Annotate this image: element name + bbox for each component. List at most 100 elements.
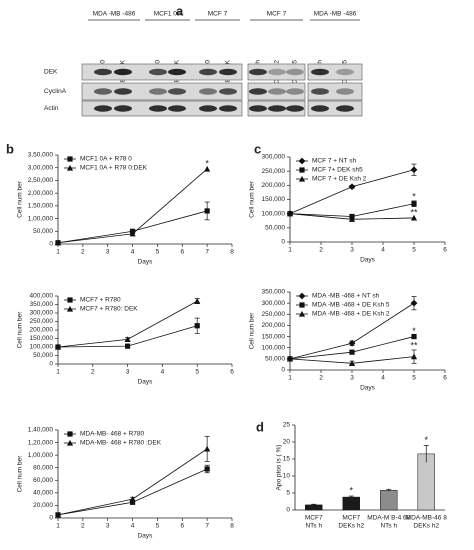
marker xyxy=(411,201,417,207)
legend-marker xyxy=(298,157,306,165)
x-tick-label: 5 xyxy=(412,247,416,254)
group-label: MDA -MB -486 xyxy=(314,11,357,18)
significance: * xyxy=(349,485,353,495)
series-line xyxy=(57,210,208,244)
band xyxy=(336,68,354,76)
x-tick-label: 6 xyxy=(443,247,447,254)
y-tick-label: 150,000 xyxy=(262,196,286,203)
x-tick-label: NTs h xyxy=(305,523,322,530)
x-tick-label: 6 xyxy=(443,375,447,382)
y-tick-label: 15 xyxy=(283,456,291,463)
band xyxy=(114,105,132,112)
y-axis-label: Cell num ber xyxy=(17,180,24,218)
y-tick-label: 350,000 xyxy=(30,301,54,308)
band xyxy=(268,68,286,76)
y-tick-label: 100,000 xyxy=(262,210,286,217)
band xyxy=(149,88,167,95)
legend-marker xyxy=(298,292,306,300)
marker xyxy=(286,210,294,217)
blot-strip xyxy=(307,63,363,81)
marker xyxy=(194,323,200,329)
panel-letter: a xyxy=(176,3,184,18)
legend-marker xyxy=(299,302,305,308)
band xyxy=(199,88,217,95)
group-label: MDA -MB -486 xyxy=(93,11,136,18)
x-tick-label: 8 xyxy=(230,249,234,256)
marker xyxy=(410,166,418,174)
x-tick-label: 3 xyxy=(106,523,110,530)
band xyxy=(249,105,267,112)
marker xyxy=(204,445,211,452)
x-axis-label: Days xyxy=(138,379,154,386)
y-tick-label: 300,000 xyxy=(262,154,286,161)
band xyxy=(268,88,286,95)
x-tick-label: 2 xyxy=(91,369,95,376)
band xyxy=(249,68,267,76)
marker xyxy=(410,299,418,307)
y-tick-label: 3,00,000 xyxy=(28,164,54,171)
bar xyxy=(342,496,360,511)
legend-label: MCF 7 + NT sh xyxy=(312,158,357,165)
row-label: DEK xyxy=(44,69,58,76)
band xyxy=(149,105,167,112)
band xyxy=(114,88,132,95)
legend-marker xyxy=(298,175,306,182)
y-tick-label: 250,000 xyxy=(262,311,286,318)
x-tick-label: 1 xyxy=(288,375,292,382)
band xyxy=(149,68,167,76)
y-tick-label: 300,000 xyxy=(30,310,54,317)
band xyxy=(168,68,186,76)
x-tick-label: 6 xyxy=(180,249,184,256)
bar xyxy=(305,504,323,511)
band xyxy=(268,105,286,112)
y-tick-label: 100,000 xyxy=(262,344,286,351)
x-tick-label: MDA-M B-4 68 xyxy=(367,515,410,522)
marker xyxy=(410,353,418,360)
x-tick-label: 1 xyxy=(56,369,60,376)
panel-letter: d xyxy=(256,419,264,434)
y-tick-label: 60,000 xyxy=(33,477,53,484)
y-tick-label: 3,50,000 xyxy=(28,152,54,159)
y-tick-label: 0 xyxy=(49,515,53,522)
x-tick-label: 1 xyxy=(288,247,292,254)
significance: * xyxy=(205,158,209,168)
band xyxy=(168,105,186,112)
y-tick-label: 0 xyxy=(49,241,53,248)
y-tick-label: 0 xyxy=(286,507,290,514)
legend-label: MDA -MB -468 + DE Ksh 5 xyxy=(312,302,390,309)
y-tick-label: 250,000 xyxy=(30,318,54,325)
legend-marker xyxy=(66,305,74,312)
band xyxy=(249,88,267,95)
y-tick-label: 1,50,000 xyxy=(28,203,54,210)
band xyxy=(199,68,217,76)
significance: * xyxy=(424,435,428,445)
x-tick-label: 3 xyxy=(106,249,110,256)
band xyxy=(336,88,354,95)
x-tick-label: 3 xyxy=(350,375,354,382)
marker xyxy=(54,511,62,518)
y-tick-label: 200,000 xyxy=(30,327,54,334)
legend-marker xyxy=(298,310,306,317)
y-tick-label: 350,000 xyxy=(262,289,286,296)
significance: * xyxy=(412,326,416,336)
x-tick-label: 7 xyxy=(205,523,209,530)
blot-strip xyxy=(307,82,363,101)
band xyxy=(94,68,112,76)
legend-marker xyxy=(67,297,73,303)
legend-label: MDA-MB- 468 + R780 xyxy=(80,431,145,438)
band xyxy=(219,105,237,112)
series-line xyxy=(57,468,208,516)
x-tick-label: 3 xyxy=(350,247,354,254)
legend-marker xyxy=(66,164,74,171)
legend-marker xyxy=(66,439,74,446)
x-tick-label: 8 xyxy=(230,523,234,530)
x-tick-label: 7 xyxy=(205,249,209,256)
marker xyxy=(204,466,210,472)
y-tick-label: 0 xyxy=(281,367,285,374)
x-tick-label: 4 xyxy=(161,369,165,376)
band xyxy=(286,105,304,112)
x-tick-label: DEKs h2 xyxy=(413,523,439,530)
y-tick-label: 300,000 xyxy=(262,300,286,307)
y-tick-label: 2,50,000 xyxy=(28,177,54,184)
panel-letter: c xyxy=(254,141,261,156)
